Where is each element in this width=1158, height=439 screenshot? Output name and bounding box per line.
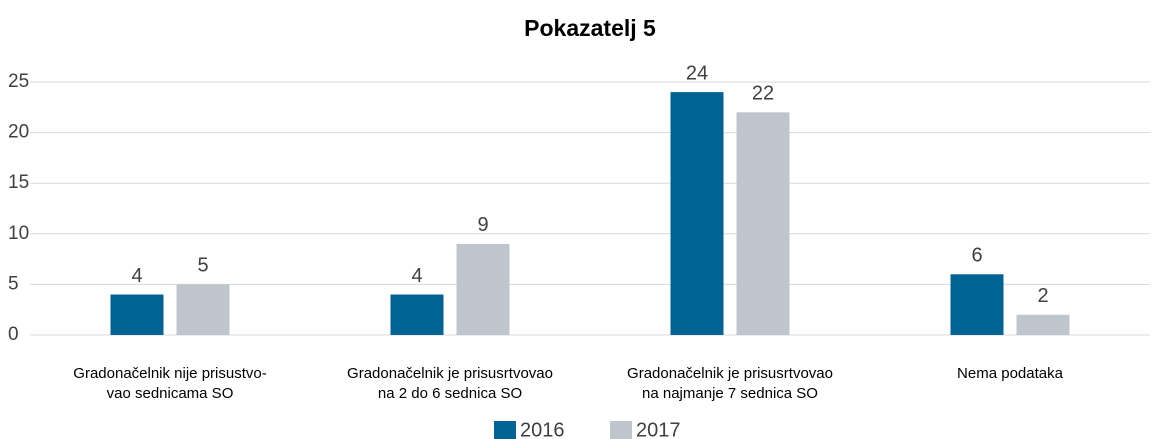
x-tick-label: Gradonačelnik nije prisustvo- (73, 365, 266, 382)
x-tick-label: na 2 do 6 sednica SO (378, 385, 522, 402)
bar (176, 284, 230, 335)
x-tick-label: vao sednicama SO (107, 385, 234, 402)
bar (1016, 314, 1070, 335)
legend-label: 2017 (636, 419, 681, 439)
y-tick-label: 25 (8, 71, 29, 92)
bar (456, 243, 510, 335)
chart-title: Pokazatelj 5 (524, 15, 656, 41)
x-tick-label: Nema podataka (957, 365, 1064, 382)
data-label: 4 (131, 265, 142, 287)
bar (390, 294, 444, 335)
data-label: 4 (411, 265, 422, 287)
data-label: 2 (1037, 285, 1048, 307)
y-tick-label: 0 (8, 324, 19, 345)
legend-swatch (610, 421, 632, 439)
bar (950, 274, 1004, 335)
x-tick-label: na najmanje 7 sednica SO (642, 385, 818, 402)
y-tick-label: 20 (8, 122, 29, 143)
bar (670, 92, 724, 336)
data-label: 24 (686, 62, 708, 84)
data-label: 5 (197, 255, 208, 277)
data-label: 9 (477, 214, 488, 236)
data-label: 6 (971, 245, 982, 267)
y-tick-label: 5 (8, 273, 19, 294)
y-tick-label: 15 (8, 172, 29, 193)
data-label: 22 (752, 83, 774, 105)
bar (110, 294, 164, 335)
bar (736, 112, 790, 335)
y-tick-label: 10 (8, 223, 29, 244)
legend-label: 2016 (520, 419, 565, 439)
x-tick-label: Gradonačelnik je prisusrtvovao (347, 365, 553, 382)
x-tick-label: Gradonačelnik je prisusrtvovao (627, 365, 833, 382)
legend-swatch (494, 421, 516, 439)
